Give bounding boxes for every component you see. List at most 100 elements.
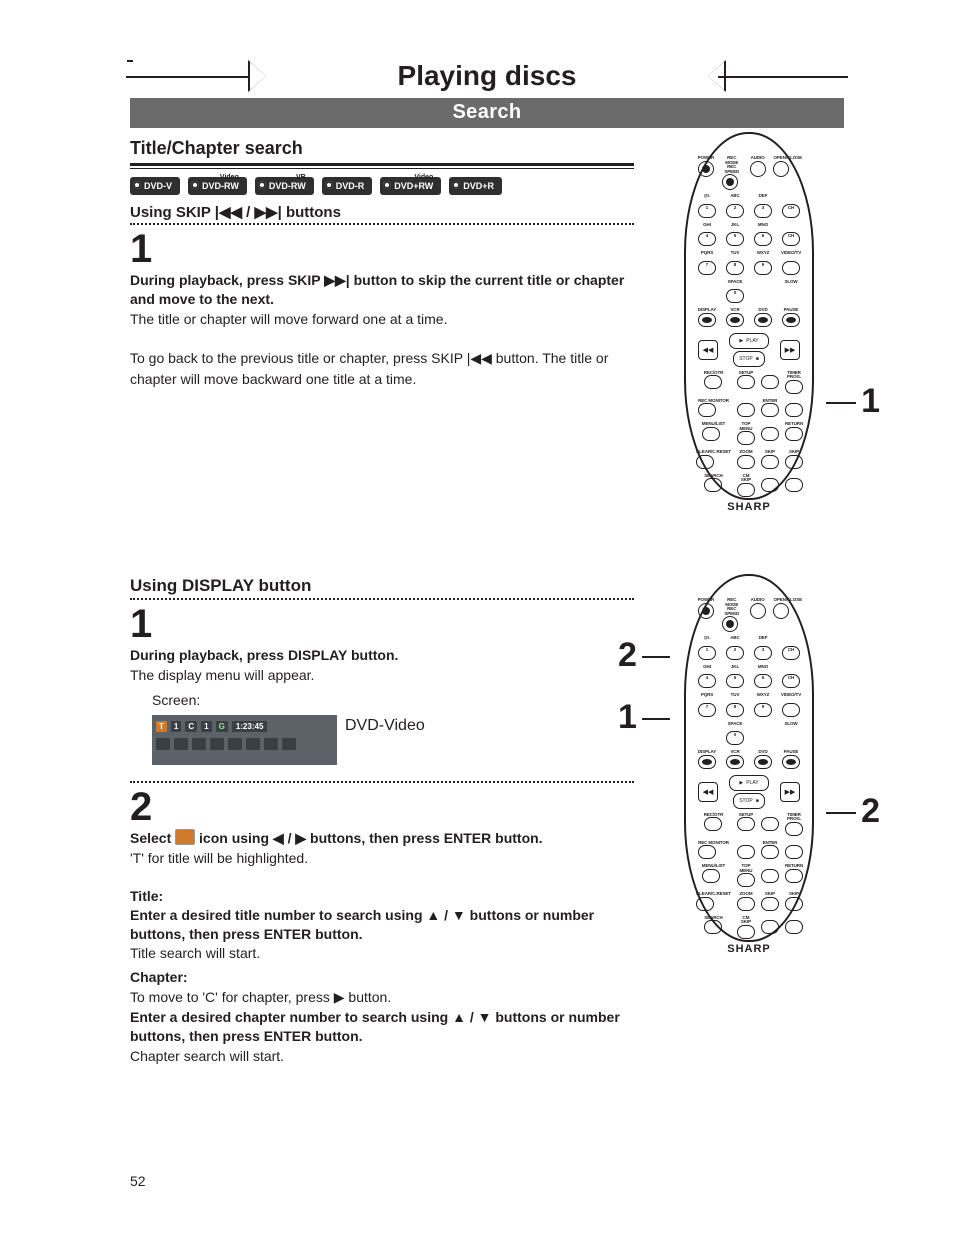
remote-btn[interactable] [785, 897, 803, 911]
remote-2: POWERREC MODE REC SPEEDAUDIOOPEN/CLOSE@!… [684, 574, 814, 942]
remote-btn[interactable] [737, 431, 755, 445]
remote-btn[interactable]: 1 [698, 204, 716, 218]
remote-btn[interactable] [698, 313, 716, 327]
remote-btn[interactable]: 3 [754, 646, 772, 660]
remote-btn[interactable] [737, 483, 755, 497]
remote-btn[interactable]: 9 [754, 261, 772, 275]
remote-btn[interactable]: 3 [754, 204, 772, 218]
remote-btn[interactable] [782, 261, 800, 275]
remote-btn[interactable] [754, 313, 772, 327]
remote-stop[interactable]: STOP ■ [733, 351, 765, 367]
remote-btn[interactable]: 5 [726, 232, 744, 246]
remote-btn[interactable] [761, 869, 779, 883]
remote-btn[interactable] [722, 174, 738, 190]
remote-btn[interactable] [737, 403, 755, 417]
remote-btn[interactable] [785, 427, 803, 441]
remote-rew[interactable]: ◀◀ [698, 782, 718, 802]
remote-btn[interactable] [761, 427, 779, 441]
remote-btn[interactable] [782, 703, 800, 717]
remote-ff[interactable]: ▶▶ [780, 782, 800, 802]
remote-btn[interactable]: 0 [726, 289, 744, 303]
chapter-label: Chapter: [130, 968, 634, 987]
remote-stop[interactable]: STOP ■ [733, 793, 765, 809]
remote-btn[interactable] [773, 603, 789, 619]
remote-btn[interactable] [737, 925, 755, 939]
remote-btn[interactable] [737, 873, 755, 887]
remote-btn[interactable] [785, 403, 803, 417]
section1-heading: Title/Chapter search [130, 138, 634, 159]
remote-btn[interactable]: 6 [754, 232, 772, 246]
remote-btn[interactable] [761, 817, 779, 831]
remote-btn[interactable]: 8 [726, 261, 744, 275]
remote-btn[interactable]: 7 [698, 703, 716, 717]
remote-btn[interactable] [782, 313, 800, 327]
step-bold: During playback, press DISPLAY button. [130, 646, 634, 665]
remote-btn[interactable]: 0 [726, 731, 744, 745]
remote-btn[interactable]: 8 [726, 703, 744, 717]
remote-btn[interactable]: 6 [754, 674, 772, 688]
remote-btn[interactable]: CH [782, 204, 800, 218]
remote-btn[interactable] [722, 616, 738, 632]
remote-btn[interactable] [702, 869, 720, 883]
remote-btn[interactable] [737, 897, 755, 911]
remote-play[interactable]: ▶ PLAY [729, 775, 769, 791]
remote-btn[interactable] [782, 755, 800, 769]
remote-btn[interactable] [754, 755, 772, 769]
remote-btn[interactable]: 4 [698, 232, 716, 246]
osd-screen: T 1 C 1 G 1:23:45 [152, 715, 337, 765]
remote-btn[interactable] [761, 920, 779, 934]
remote-btn[interactable] [761, 403, 779, 417]
remote-btn[interactable] [761, 478, 779, 492]
remote-btn[interactable]: 2 [726, 646, 744, 660]
remote-btn[interactable]: CH [782, 646, 800, 660]
remote-btn[interactable] [737, 375, 755, 389]
remote-btn[interactable]: 2 [726, 204, 744, 218]
remote-btn[interactable] [761, 455, 779, 469]
remote-btn[interactable] [702, 427, 720, 441]
remote-btn[interactable] [726, 313, 744, 327]
remote-ff[interactable]: ▶▶ [780, 340, 800, 360]
remote-btn[interactable] [698, 755, 716, 769]
remote-btn[interactable] [698, 403, 716, 417]
remote-btn[interactable] [737, 845, 755, 859]
remote-btn[interactable] [785, 920, 803, 934]
remote-btn[interactable] [704, 375, 722, 389]
remote-btn[interactable] [698, 603, 714, 619]
remote-btn[interactable] [696, 897, 714, 911]
remote-btn[interactable] [750, 161, 766, 177]
remote-btn[interactable] [696, 455, 714, 469]
remote-btn[interactable] [761, 845, 779, 859]
remote-play[interactable]: ▶ PLAY [729, 333, 769, 349]
page-number: 52 [130, 1173, 146, 1189]
remote-1-wrap: POWERREC MODE REC SPEEDAUDIOOPEN/CLOSE@!… [654, 132, 844, 500]
remote-rew[interactable]: ◀◀ [698, 340, 718, 360]
remote-btn[interactable] [737, 817, 755, 831]
remote-btn[interactable]: 9 [754, 703, 772, 717]
remote-btn[interactable] [704, 478, 722, 492]
remote-btn[interactable] [750, 603, 766, 619]
remote-btn[interactable]: 5 [726, 674, 744, 688]
remote-btn[interactable] [785, 822, 803, 836]
remote-btn[interactable]: CH [782, 674, 800, 688]
remote-btn[interactable] [704, 920, 722, 934]
remote-btn[interactable]: 4 [698, 674, 716, 688]
remote-btn[interactable] [704, 817, 722, 831]
remote-btn[interactable] [785, 869, 803, 883]
disc-badge: DVD-RWVR [255, 177, 314, 195]
remote-btn[interactable] [698, 845, 716, 859]
remote-btn[interactable] [785, 455, 803, 469]
remote-btn[interactable] [726, 755, 744, 769]
remote-btn[interactable] [773, 161, 789, 177]
remote-btn[interactable] [761, 375, 779, 389]
remote-btn[interactable]: 7 [698, 261, 716, 275]
remote-btn[interactable]: CH [782, 232, 800, 246]
step-plain: The title or chapter will move forward o… [130, 309, 634, 330]
remote-btn[interactable] [698, 161, 714, 177]
remote-btn[interactable]: 1 [698, 646, 716, 660]
remote-btn[interactable] [737, 455, 755, 469]
remote-btn[interactable] [785, 845, 803, 859]
remote-btn[interactable] [785, 380, 803, 394]
remote-btn[interactable] [785, 478, 803, 492]
remote-btn[interactable] [761, 897, 779, 911]
section1-step1: 1 During playback, press SKIP ▶▶| button… [130, 231, 634, 390]
